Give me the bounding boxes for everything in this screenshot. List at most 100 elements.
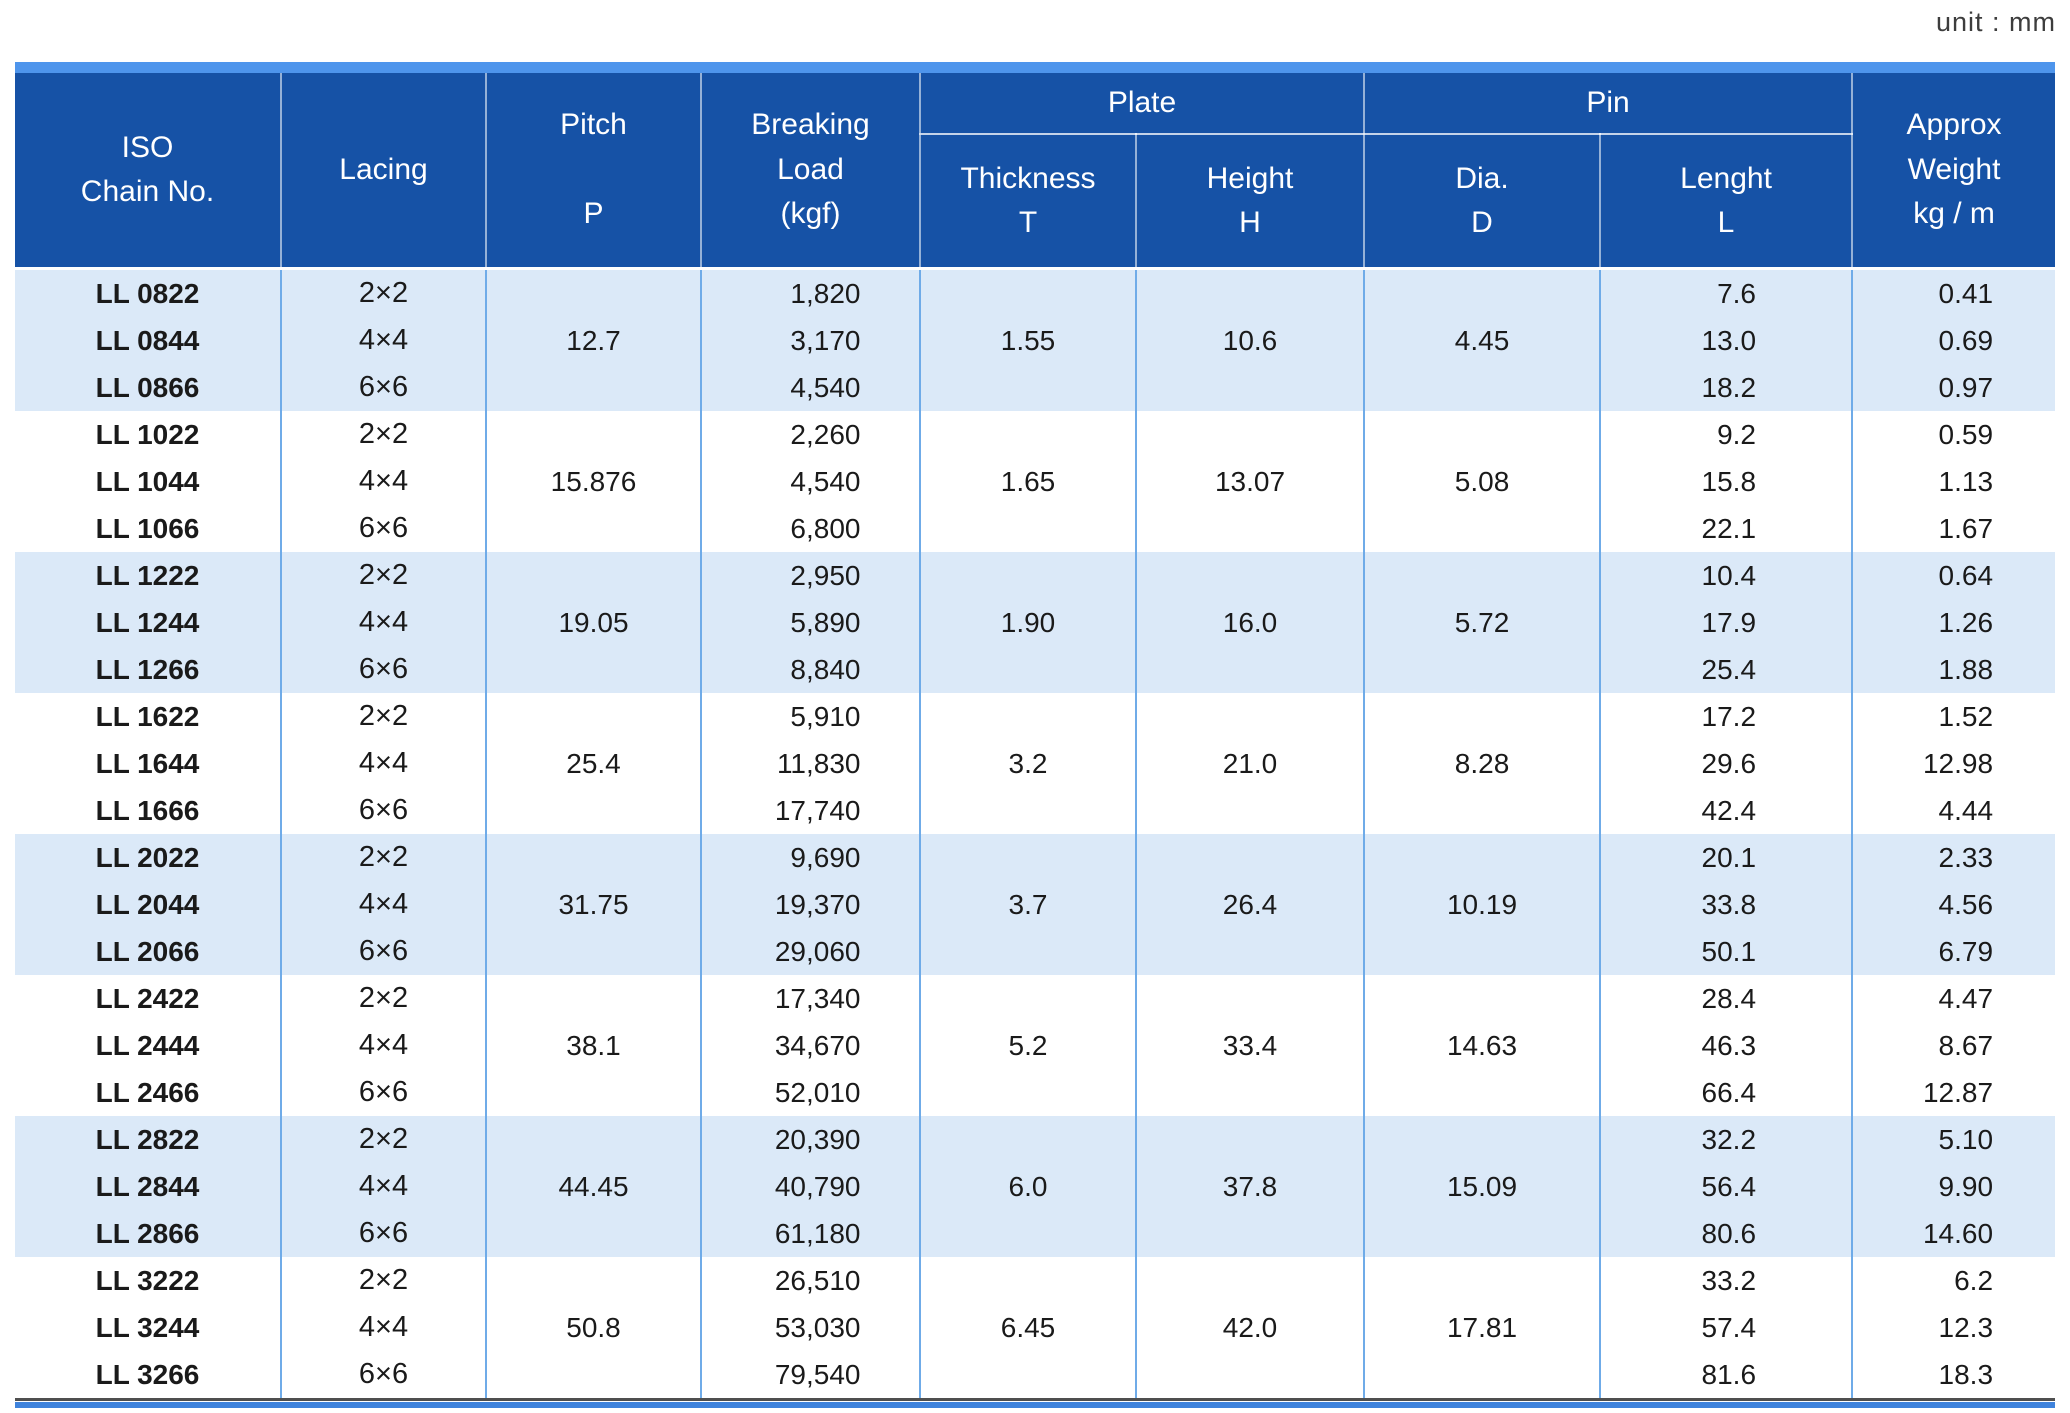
length-cell-value: 33.8 — [1701, 888, 1757, 920]
breaking-load-cell: 5,890 — [701, 599, 921, 646]
breaking-load-cell-value: 5,890 — [790, 606, 861, 638]
chain-no-cell: LL 1266 — [15, 646, 282, 693]
col-header-height: Height H — [1136, 134, 1366, 269]
breaking-load-cell-value: 29,060 — [774, 935, 861, 967]
table-row: LL 0822 2×2 12.7 1,820 1.55 10.6 4.45 7.6 0.41 — [15, 268, 2056, 411]
length-cell: 57.4 — [1600, 1304, 1854, 1351]
table-body: LL 0822 2×2 12.7 1,820 1.55 10.6 4.45 7.6 0.41 LL… — [15, 268, 2056, 1400]
weight-cell-value: 1.13 — [1938, 465, 1994, 497]
lacing-cell: 4×4 — [281, 458, 487, 505]
chain-no-cell: LL 1222 — [15, 552, 282, 599]
weight-cell-value: 1.67 — [1938, 512, 1994, 544]
length-cell-value: 28.4 — [1701, 982, 1757, 1014]
weight-cell-value: 1.88 — [1938, 653, 1994, 685]
lacing-cell: 2×2 — [281, 834, 487, 881]
breaking-load-cell: 2,950 — [701, 552, 921, 599]
pitch-cell: 50.8 — [486, 1257, 702, 1400]
breaking-load-cell-value: 53,030 — [774, 1311, 861, 1343]
height-cell: 13.07 — [1136, 411, 1366, 552]
length-cell-value: 80.6 — [1701, 1217, 1757, 1249]
length-cell: 50.1 — [1600, 928, 1854, 975]
chain-no-cell: LL 1066 — [15, 505, 282, 552]
breaking-load-cell: 11,830 — [701, 740, 921, 787]
chain-no-cell: LL 1022 — [15, 411, 282, 458]
length-cell: 20.1 — [1600, 834, 1854, 881]
length-cell: 66.4 — [1600, 1069, 1854, 1116]
length-cell: 10.4 — [1600, 552, 1854, 599]
weight-cell: 12.87 — [1852, 1069, 2056, 1116]
chain-no-cell: LL 3222 — [15, 1257, 282, 1304]
weight-cell: 0.64 — [1852, 552, 2056, 599]
thickness-cell: 3.7 — [920, 834, 1137, 975]
weight-cell-value: 12.87 — [1922, 1076, 1994, 1108]
col-group-header-plate: Plate — [920, 73, 1366, 135]
weight-cell-value: 6.79 — [1938, 935, 1994, 967]
chain-no-cell: LL 2466 — [15, 1069, 282, 1116]
chain-no-cell: LL 2066 — [15, 928, 282, 975]
weight-cell-value: 1.52 — [1938, 700, 1994, 732]
table-row: LL 2044 4×4 19,370 33.8 4.56 — [15, 881, 2056, 928]
weight-cell: 4.56 — [1852, 881, 2056, 928]
weight-cell: 9.90 — [1852, 1163, 2056, 1210]
weight-cell-value: 12.98 — [1922, 747, 1994, 779]
weight-cell: 14.60 — [1852, 1210, 2056, 1257]
weight-cell: 5.10 — [1852, 1116, 2056, 1163]
table-row: LL 0866 6×6 4,540 18.2 0.97 — [15, 364, 2056, 411]
weight-cell: 4.44 — [1852, 787, 2056, 834]
breaking-load-cell-value: 8,840 — [790, 653, 861, 685]
weight-cell: 0.59 — [1852, 411, 2056, 458]
breaking-load-cell: 20,390 — [701, 1116, 921, 1163]
table-row: LL 2844 4×4 40,790 56.4 9.90 — [15, 1163, 2056, 1210]
weight-cell: 0.97 — [1852, 364, 2056, 411]
weight-cell: 0.69 — [1852, 317, 2056, 364]
weight-cell: 1.67 — [1852, 505, 2056, 552]
col-header-length: Lenght L — [1600, 134, 1854, 269]
chain-no-cell: LL 2022 — [15, 834, 282, 881]
chain-no-cell: LL 3266 — [15, 1351, 282, 1400]
chain-no-cell: LL 0822 — [15, 268, 282, 317]
length-cell: 17.9 — [1600, 599, 1854, 646]
breaking-load-cell: 29,060 — [701, 928, 921, 975]
table-row: LL 1044 4×4 4,540 15.8 1.13 — [15, 458, 2056, 505]
table-header: ISO Chain No. Lacing Pitch P Breaking Lo… — [15, 73, 2056, 269]
length-cell-value: 22.1 — [1701, 512, 1757, 544]
lacing-cell: 2×2 — [281, 1257, 487, 1304]
length-cell-value: 9.2 — [1717, 418, 1757, 450]
length-cell-value: 46.3 — [1701, 1029, 1757, 1061]
breaking-load-cell-value: 4,540 — [790, 371, 861, 403]
table-top-accent-bar — [15, 62, 2055, 73]
weight-cell: 4.47 — [1852, 975, 2056, 1022]
thickness-cell: 5.2 — [920, 975, 1137, 1116]
pitch-cell: 44.45 — [486, 1116, 702, 1257]
height-cell: 10.6 — [1136, 268, 1366, 411]
length-cell-value: 81.6 — [1701, 1358, 1757, 1390]
weight-cell-value: 9.90 — [1938, 1170, 1994, 1202]
length-cell-value: 13.0 — [1701, 324, 1757, 356]
lacing-cell: 2×2 — [281, 693, 487, 740]
breaking-load-cell-value: 40,790 — [774, 1170, 861, 1202]
lacing-cell: 6×6 — [281, 928, 487, 975]
breaking-load-cell: 34,670 — [701, 1022, 921, 1069]
pitch-cell: 38.1 — [486, 975, 702, 1116]
breaking-load-cell-value: 2,950 — [790, 559, 861, 591]
chain-no-cell: LL 0866 — [15, 364, 282, 411]
table-row: LL 2822 2×2 44.45 20,390 6.0 37.8 15.09 32.2 5.1… — [15, 1116, 2056, 1257]
lacing-cell: 4×4 — [281, 1304, 487, 1351]
lacing-cell: 6×6 — [281, 1351, 487, 1400]
table-row: LL 1644 4×4 11,830 29.6 12.98 — [15, 740, 2056, 787]
lacing-cell: 6×6 — [281, 1210, 487, 1257]
length-cell-value: 33.2 — [1701, 1264, 1757, 1296]
lacing-cell: 4×4 — [281, 599, 487, 646]
chain-no-cell: LL 1666 — [15, 787, 282, 834]
weight-cell-value: 12.3 — [1938, 1311, 1994, 1343]
dia-cell: 5.08 — [1364, 411, 1602, 552]
spec-table: ISO Chain No. Lacing Pitch P Breaking Lo… — [15, 73, 2056, 1401]
weight-cell-value: 4.56 — [1938, 888, 1994, 920]
table-row: LL 2022 2×2 31.75 9,690 3.7 26.4 10.19 20.1 2.33 — [15, 834, 2056, 975]
length-cell-value: 17.9 — [1701, 606, 1757, 638]
length-cell-value: 29.6 — [1701, 747, 1757, 779]
chain-no-cell: LL 0844 — [15, 317, 282, 364]
breaking-load-cell: 3,170 — [701, 317, 921, 364]
height-cell: 21.0 — [1136, 693, 1366, 834]
lacing-cell: 4×4 — [281, 881, 487, 928]
